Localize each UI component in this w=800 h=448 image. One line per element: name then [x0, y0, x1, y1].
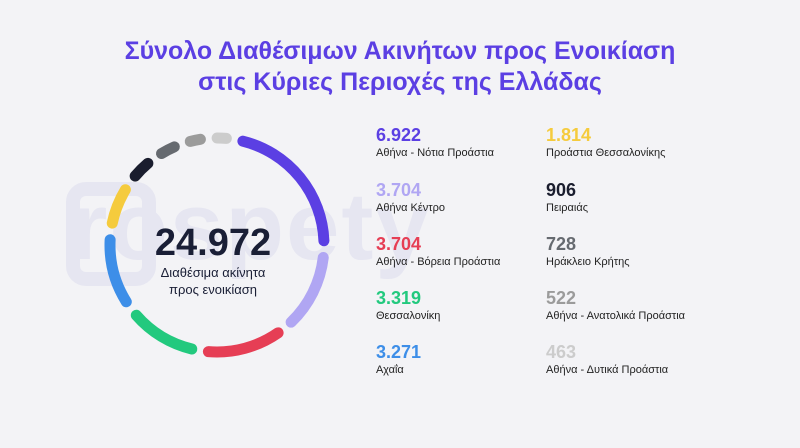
legend-value: 3.704 — [376, 180, 422, 200]
legend-item: 728 Ηράκλειο Κρήτης — [546, 233, 630, 269]
legend-value: 3.704 — [376, 234, 422, 254]
legend-item: 3.271 Αχαΐα — [376, 341, 421, 377]
legend-value: 3.319 — [376, 288, 422, 308]
total-label: Διαθέσιμα ακίνητα προς ενοικίαση — [118, 264, 308, 298]
donut-slice-8 — [156, 141, 180, 160]
donut-slice-1 — [237, 135, 330, 247]
legend-label: Αθήνα - Βόρεια Προάστια — [376, 256, 501, 268]
legend-value: 522 — [546, 288, 577, 308]
legend-label: Αχαΐα — [376, 364, 404, 376]
legend-item: 6.922 Αθήνα - Νότια Προάστια — [376, 124, 494, 160]
legend-label: Αθήνα - Ανατολικά Προάστια — [546, 310, 686, 322]
legend-item: 463 Αθήνα - Δυτικά Προάστια — [546, 341, 668, 377]
legend-label: Ηράκλειο Κρήτης — [546, 256, 630, 268]
legend-label: Θεσσαλονίκη — [376, 310, 441, 322]
legend-item: 3.704 Αθήνα - Βόρεια Προάστια — [376, 233, 500, 269]
title-line-2: στις Κύριες Περιοχές της Ελλάδας — [198, 68, 602, 96]
donut-slice-5 — [104, 234, 132, 308]
legend-item: 906 Πειραιάς — [546, 179, 588, 215]
donut-slice-2 — [285, 252, 329, 328]
total-label-line-1: Διαθέσιμα ακίνητα — [160, 265, 266, 280]
watermark-logo-shape — [66, 182, 156, 286]
donut-slice-7 — [129, 157, 154, 182]
legend-value: 6.922 — [376, 125, 422, 145]
legend-item: 3.319 Θεσσαλονίκη — [376, 287, 440, 323]
legend-label: Αθήνα - Νότια Προάστια — [376, 147, 494, 159]
donut-slice-9 — [184, 133, 206, 147]
legend-label: Προάστια Θεσσαλονίκης — [546, 147, 666, 159]
donut-slice-4 — [130, 309, 198, 355]
title-line-1: Σύνολο Διαθέσιμων Ακινήτων προς Ενοικίασ… — [124, 37, 676, 65]
donut-slice-3 — [202, 327, 284, 358]
total-label-line-2: προς ενοικίαση — [168, 282, 258, 297]
legend-item: 522 Αθήνα - Ανατολικά Προάστια — [546, 287, 685, 323]
legend-label: Αθήνα Κέντρο — [376, 202, 445, 214]
donut-slice-6 — [106, 184, 131, 229]
legend-item: 3.704 Αθήνα Κέντρο — [376, 179, 445, 215]
legend-value: 1.814 — [546, 125, 592, 145]
legend-value: 463 — [546, 342, 577, 362]
legend-label: Πειραιάς — [546, 202, 589, 214]
legend-label: Αθήνα - Δυτικά Προάστια — [546, 364, 669, 376]
legend-value: 906 — [546, 180, 577, 200]
legend-value: 3.271 — [376, 342, 422, 362]
chart-title: Σύνολο Διαθέσιμων Ακινήτων προς Ενοικίασ… — [0, 36, 800, 98]
legend-item: 1.814 Προάστια Θεσσαλονίκης — [546, 124, 665, 160]
total-value: 24.972 — [154, 222, 272, 264]
legend-value: 728 — [546, 234, 577, 254]
